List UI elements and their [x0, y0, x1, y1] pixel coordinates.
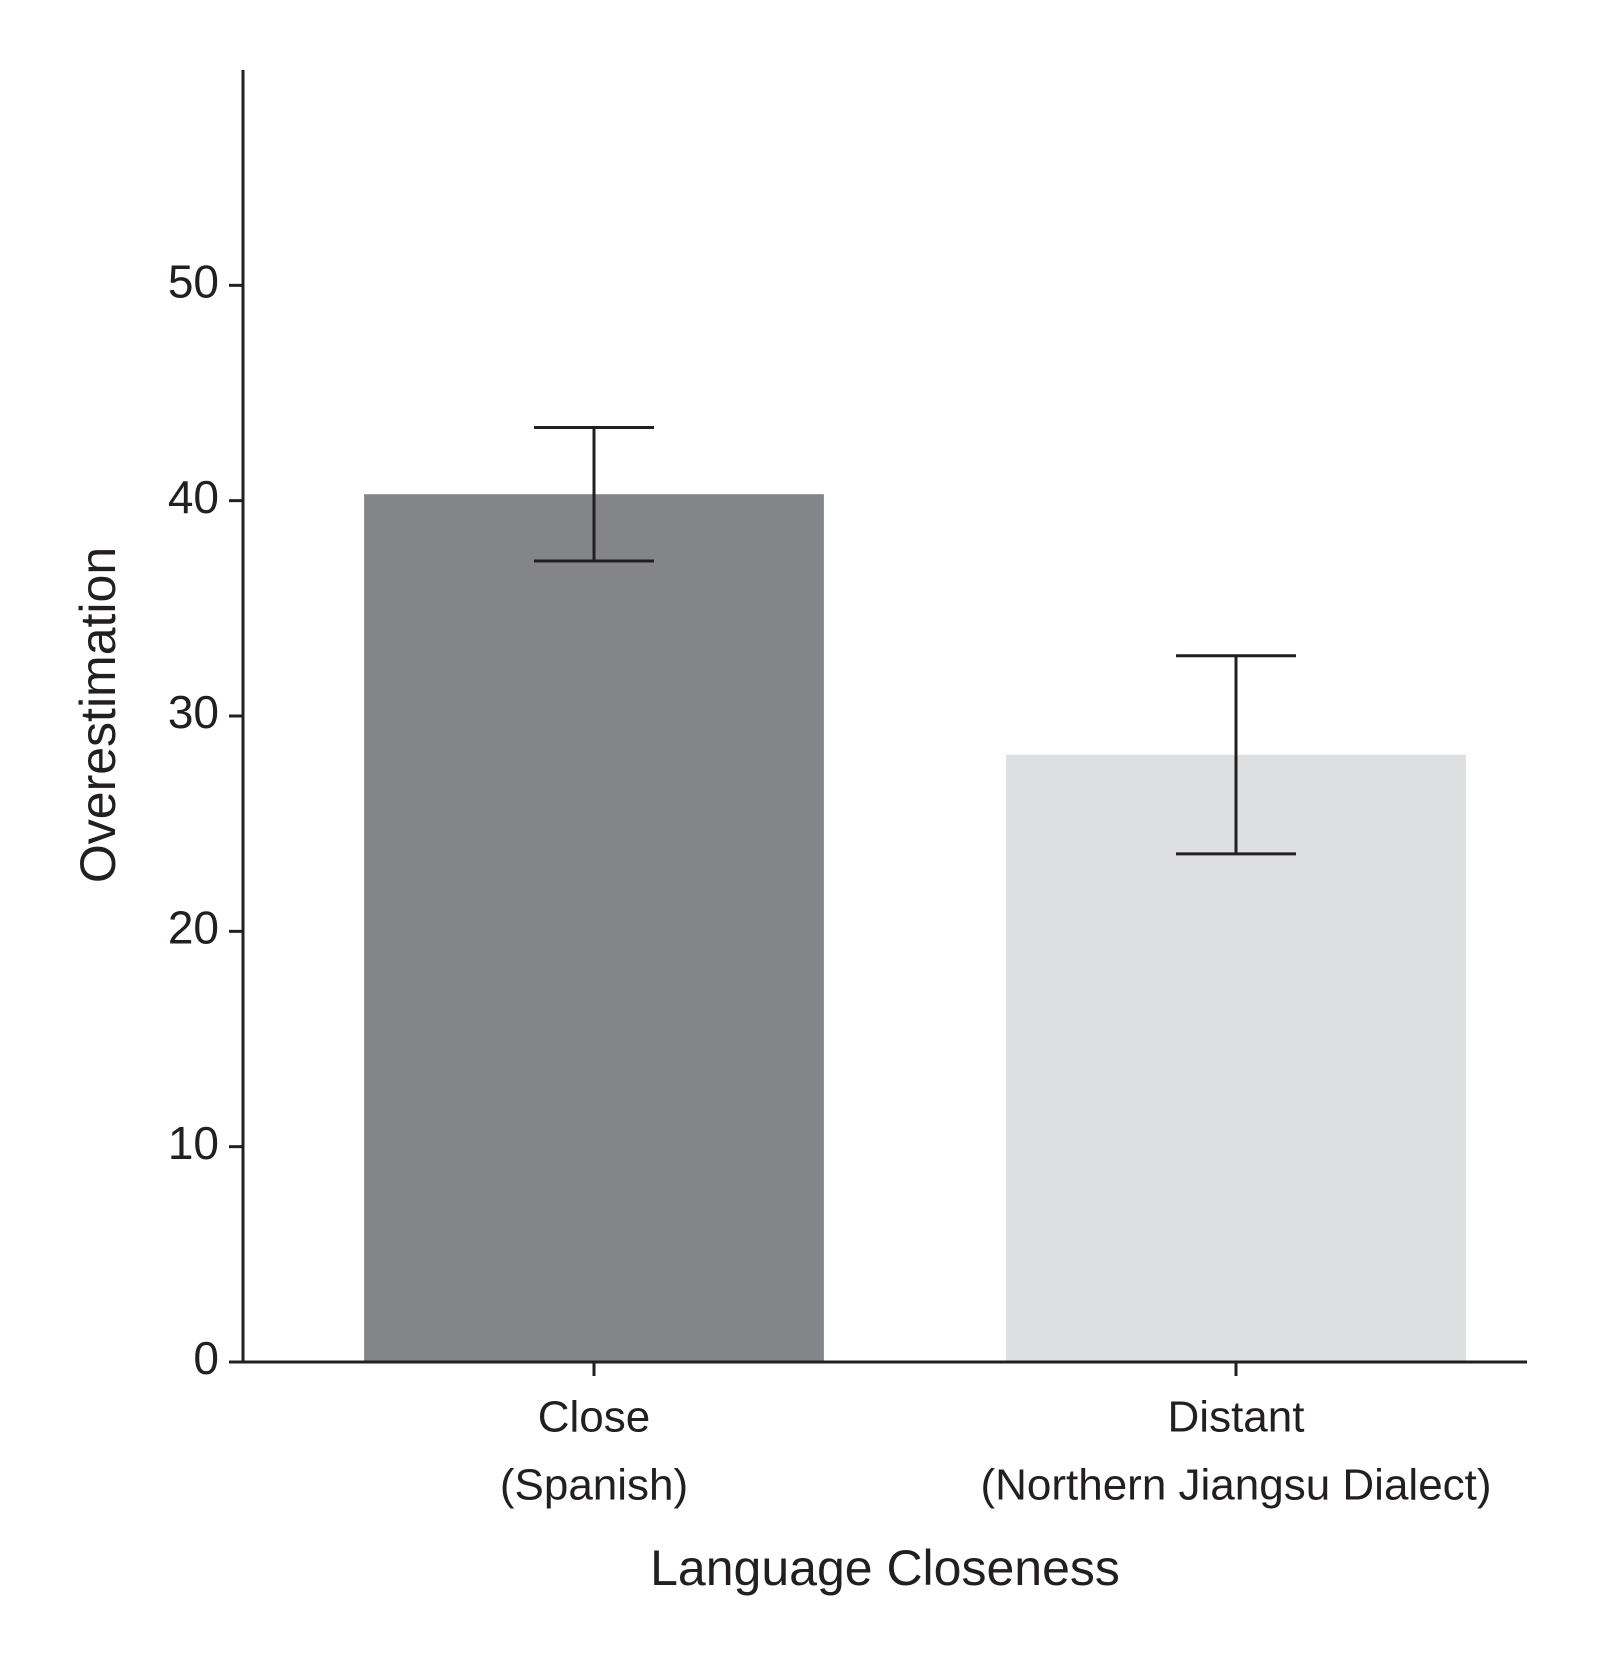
y-tick-label: 20 — [168, 901, 219, 953]
x-tick-label: Close — [538, 1393, 651, 1442]
bar — [364, 494, 824, 1362]
y-tick-label: 40 — [168, 471, 219, 523]
x-tick-label: Distant — [1168, 1393, 1305, 1442]
error-bar — [1176, 654, 1296, 856]
y-tick-label: 30 — [168, 686, 219, 738]
bar — [1006, 754, 1466, 1362]
x-tick-label: (Spanish) — [500, 1461, 688, 1510]
x-tick-label: (Northern Jiangsu Dialect) — [980, 1461, 1491, 1510]
y-axis-title: Overestimation — [70, 547, 126, 883]
y-tick-label: 50 — [168, 255, 219, 307]
error-bar — [534, 425, 654, 563]
x-axis-title: Language Closeness — [650, 1540, 1120, 1596]
y-tick-label: 0 — [193, 1332, 219, 1384]
y-tick-label: 10 — [168, 1117, 219, 1169]
